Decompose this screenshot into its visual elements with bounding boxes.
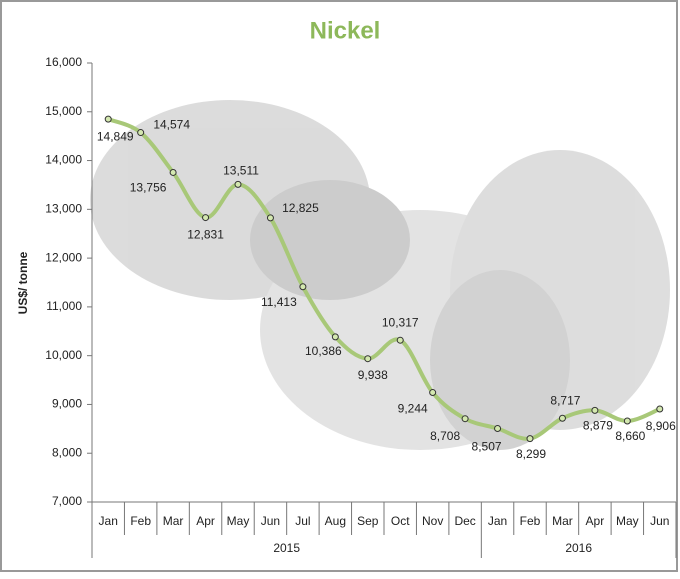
data-point: [461, 415, 469, 423]
background-image: [90, 100, 670, 450]
x-tick-label: May: [227, 514, 250, 528]
data-point: [494, 424, 502, 432]
y-tick-label: 11,000: [46, 299, 82, 313]
data-point: [558, 414, 566, 422]
data-label: 12,825: [282, 201, 319, 215]
data-point: [364, 355, 372, 363]
data-label: 11,413: [261, 295, 297, 309]
chart-title: Nickel: [310, 17, 381, 44]
x-tick-label: Mar: [552, 514, 573, 528]
data-point: [299, 283, 307, 291]
data-point: [202, 214, 210, 222]
x-tick-label: Sep: [357, 514, 379, 528]
y-tick-label: 13,000: [45, 202, 82, 216]
data-point: [429, 389, 437, 397]
x-tick-label: Nov: [422, 514, 443, 528]
x-tick-label: Oct: [391, 514, 410, 528]
x-tick-label: Jan: [99, 514, 118, 528]
y-tick-label: 12,000: [45, 250, 82, 264]
y-tick-label: 9,000: [52, 397, 82, 411]
data-point: [266, 214, 274, 222]
x-tick-label: Jun: [650, 514, 669, 528]
data-point: [137, 129, 145, 137]
y-tick-label: 10,000: [45, 348, 82, 362]
data-label: 8,299: [516, 447, 546, 461]
data-label: 8,906: [646, 419, 676, 433]
y-tick-label: 14,000: [45, 153, 82, 167]
data-point: [396, 336, 404, 344]
x-tick-label: Jul: [295, 514, 310, 528]
x-tick-label: Feb: [130, 514, 151, 528]
data-label: 10,386: [305, 344, 342, 358]
data-point: [591, 406, 599, 414]
data-point: [526, 435, 534, 443]
y-tick-label: 8,000: [52, 445, 82, 459]
y-axis-title: US$/ tonne: [16, 251, 30, 314]
data-label: 8,717: [550, 393, 580, 407]
data-point: [331, 333, 339, 341]
data-label: 13,756: [130, 181, 167, 195]
data-label: 8,660: [615, 429, 645, 443]
data-label: 13,511: [223, 164, 259, 178]
y-tick-label: 16,000: [45, 55, 82, 69]
data-label: 10,317: [382, 315, 419, 329]
data-label: 8,708: [430, 429, 460, 443]
year-label: 2016: [565, 541, 592, 555]
x-tick-label: Apr: [586, 514, 605, 528]
data-label: 9,938: [358, 368, 388, 382]
data-label: 14,849: [97, 129, 134, 143]
x-tick-label: Jun: [261, 514, 280, 528]
y-tick-label: 15,000: [45, 104, 82, 118]
data-label: 14,574: [153, 118, 190, 132]
data-label: 8,879: [583, 419, 613, 433]
year-label: 2015: [273, 541, 300, 555]
x-tick-label: Dec: [454, 514, 475, 528]
data-point: [104, 115, 112, 123]
data-label: 8,507: [472, 440, 502, 454]
data-label: 9,244: [398, 402, 428, 416]
x-tick-label: Apr: [196, 514, 215, 528]
data-point: [234, 180, 242, 188]
data-label: 12,831: [187, 228, 224, 242]
data-point: [656, 405, 664, 413]
x-tick-label: Aug: [325, 514, 346, 528]
y-tick-label: 7,000: [52, 494, 82, 508]
data-point: [169, 168, 177, 176]
x-tick-label: Mar: [163, 514, 184, 528]
x-tick-label: Jan: [488, 514, 507, 528]
x-tick-label: Feb: [520, 514, 541, 528]
x-tick-label: May: [616, 514, 639, 528]
data-point: [623, 417, 631, 425]
